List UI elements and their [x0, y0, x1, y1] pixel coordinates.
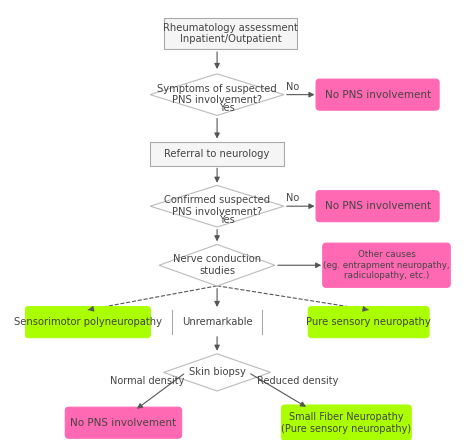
Text: Skin biopsy: Skin biopsy [189, 367, 246, 377]
Text: Rheumatology assessment
Inpatient/Outpatient: Rheumatology assessment Inpatient/Outpat… [163, 23, 298, 44]
Text: Reduced density: Reduced density [257, 376, 338, 385]
FancyBboxPatch shape [150, 142, 284, 166]
Polygon shape [150, 74, 284, 116]
Text: Normal density: Normal density [110, 376, 184, 385]
Text: Referral to neurology: Referral to neurology [164, 149, 270, 159]
Polygon shape [164, 354, 271, 391]
Polygon shape [150, 186, 284, 227]
Text: Yes: Yes [219, 214, 235, 225]
Text: Confirmed suspected
PNS involvement?: Confirmed suspected PNS involvement? [164, 195, 270, 217]
Polygon shape [159, 245, 275, 286]
FancyBboxPatch shape [25, 307, 150, 338]
Text: Pure sensory neuropathy: Pure sensory neuropathy [306, 317, 431, 327]
Text: No: No [286, 193, 300, 203]
FancyBboxPatch shape [65, 407, 182, 438]
FancyBboxPatch shape [323, 243, 450, 288]
Text: No PNS involvement: No PNS involvement [325, 89, 431, 100]
Text: No PNS involvement: No PNS involvement [70, 418, 176, 428]
Text: No: No [286, 82, 300, 92]
FancyBboxPatch shape [316, 79, 439, 110]
Text: Yes: Yes [219, 103, 235, 113]
Text: Small Fiber Neuropathy
(Pure sensory neuropathy): Small Fiber Neuropathy (Pure sensory neu… [281, 412, 411, 434]
Text: Other causes
(eg. entrapment neuropathy,
radiculopathy, etc.): Other causes (eg. entrapment neuropathy,… [323, 250, 450, 280]
Text: No PNS involvement: No PNS involvement [325, 201, 431, 211]
Text: Symptoms of suspected
PNS involvement?: Symptoms of suspected PNS involvement? [157, 84, 277, 105]
Text: Unremarkable: Unremarkable [182, 317, 252, 327]
FancyBboxPatch shape [308, 307, 429, 338]
FancyBboxPatch shape [316, 190, 439, 222]
Text: Sensorimotor polyneuropathy: Sensorimotor polyneuropathy [14, 317, 162, 327]
FancyBboxPatch shape [282, 405, 411, 440]
FancyBboxPatch shape [164, 18, 297, 49]
Text: Nerve conduction
studies: Nerve conduction studies [173, 254, 261, 276]
